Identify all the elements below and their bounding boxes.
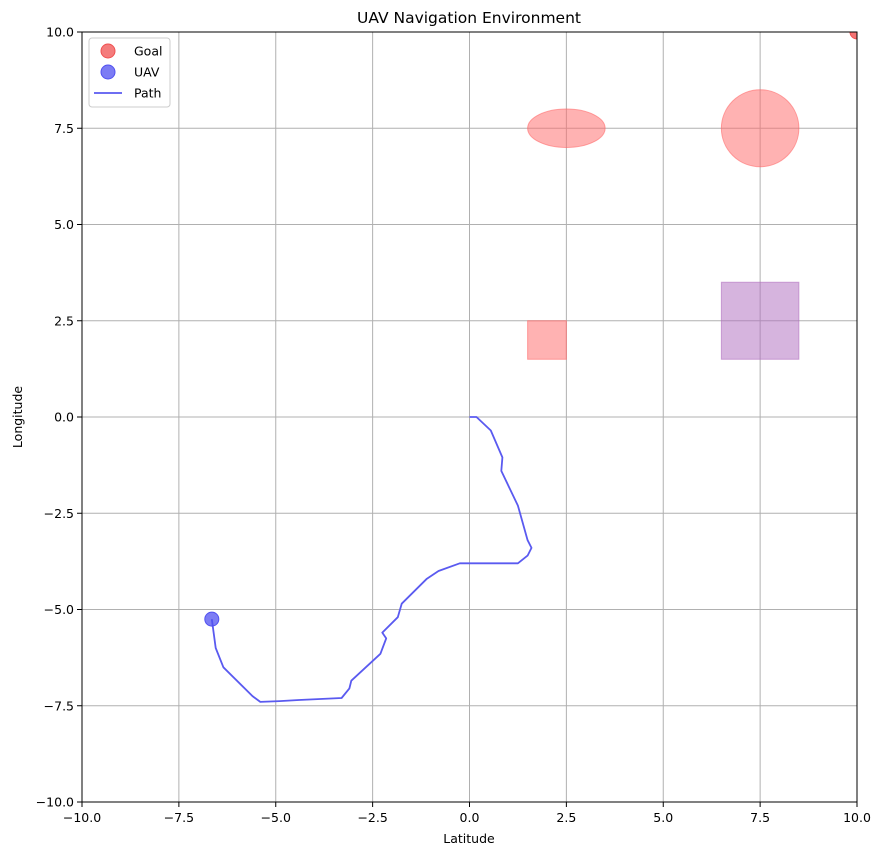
legend: Goal UAV Path — [88, 37, 171, 108]
chart-title: UAV Navigation Environment — [357, 9, 581, 27]
y-tick-label: 7.5 — [54, 121, 74, 136]
uav-path-line — [210, 416, 533, 703]
legend-label: Path — [134, 86, 161, 101]
x-ticks: −10.0 −7.5 −5.0 −2.5 0.0 2.5 5.0 7.5 10.0 — [63, 802, 871, 825]
y-tick-label: −2.5 — [44, 506, 74, 521]
x-axis-label: Latitude — [443, 831, 495, 846]
x-tick-label: −7.5 — [164, 810, 194, 825]
markers — [204, 32, 857, 627]
y-tick-label: −5.0 — [44, 602, 74, 617]
y-tick-label: 0.0 — [54, 410, 74, 425]
obstacle-ellipse — [527, 108, 606, 148]
x-tick-label: 10.0 — [843, 810, 871, 825]
x-tick-label: −2.5 — [357, 810, 387, 825]
y-axis-label: Longitude — [10, 386, 25, 448]
obstacle-rect — [720, 281, 800, 360]
x-tick-label: 5.0 — [653, 810, 673, 825]
obstacle-rect — [527, 320, 567, 360]
y-tick-label: −10.0 — [36, 795, 74, 810]
obstacles — [527, 89, 800, 360]
marker-group — [204, 32, 857, 627]
x-tick-label: −5.0 — [261, 810, 291, 825]
y-tick-label: 2.5 — [54, 313, 74, 328]
x-tick-label: 2.5 — [556, 810, 576, 825]
goal-marker — [849, 32, 857, 40]
obstacle-circle — [720, 89, 800, 168]
legend-label: Goal — [134, 44, 162, 59]
uav-marker — [204, 611, 220, 627]
y-tick-label: 5.0 — [54, 217, 74, 232]
x-tick-label: 0.0 — [460, 810, 480, 825]
x-tick-label: 7.5 — [750, 810, 770, 825]
legend-marker — [100, 43, 116, 59]
y-tick-label: −7.5 — [44, 698, 74, 713]
y-ticks: −10.0 −7.5 −5.0 −2.5 0.0 2.5 5.0 7.5 10.0 — [36, 25, 82, 810]
path-layer — [210, 416, 533, 703]
legend-label: UAV — [134, 65, 160, 80]
y-tick-label: 10.0 — [46, 25, 74, 40]
legend-marker — [100, 64, 116, 80]
x-tick-label: −10.0 — [63, 810, 101, 825]
